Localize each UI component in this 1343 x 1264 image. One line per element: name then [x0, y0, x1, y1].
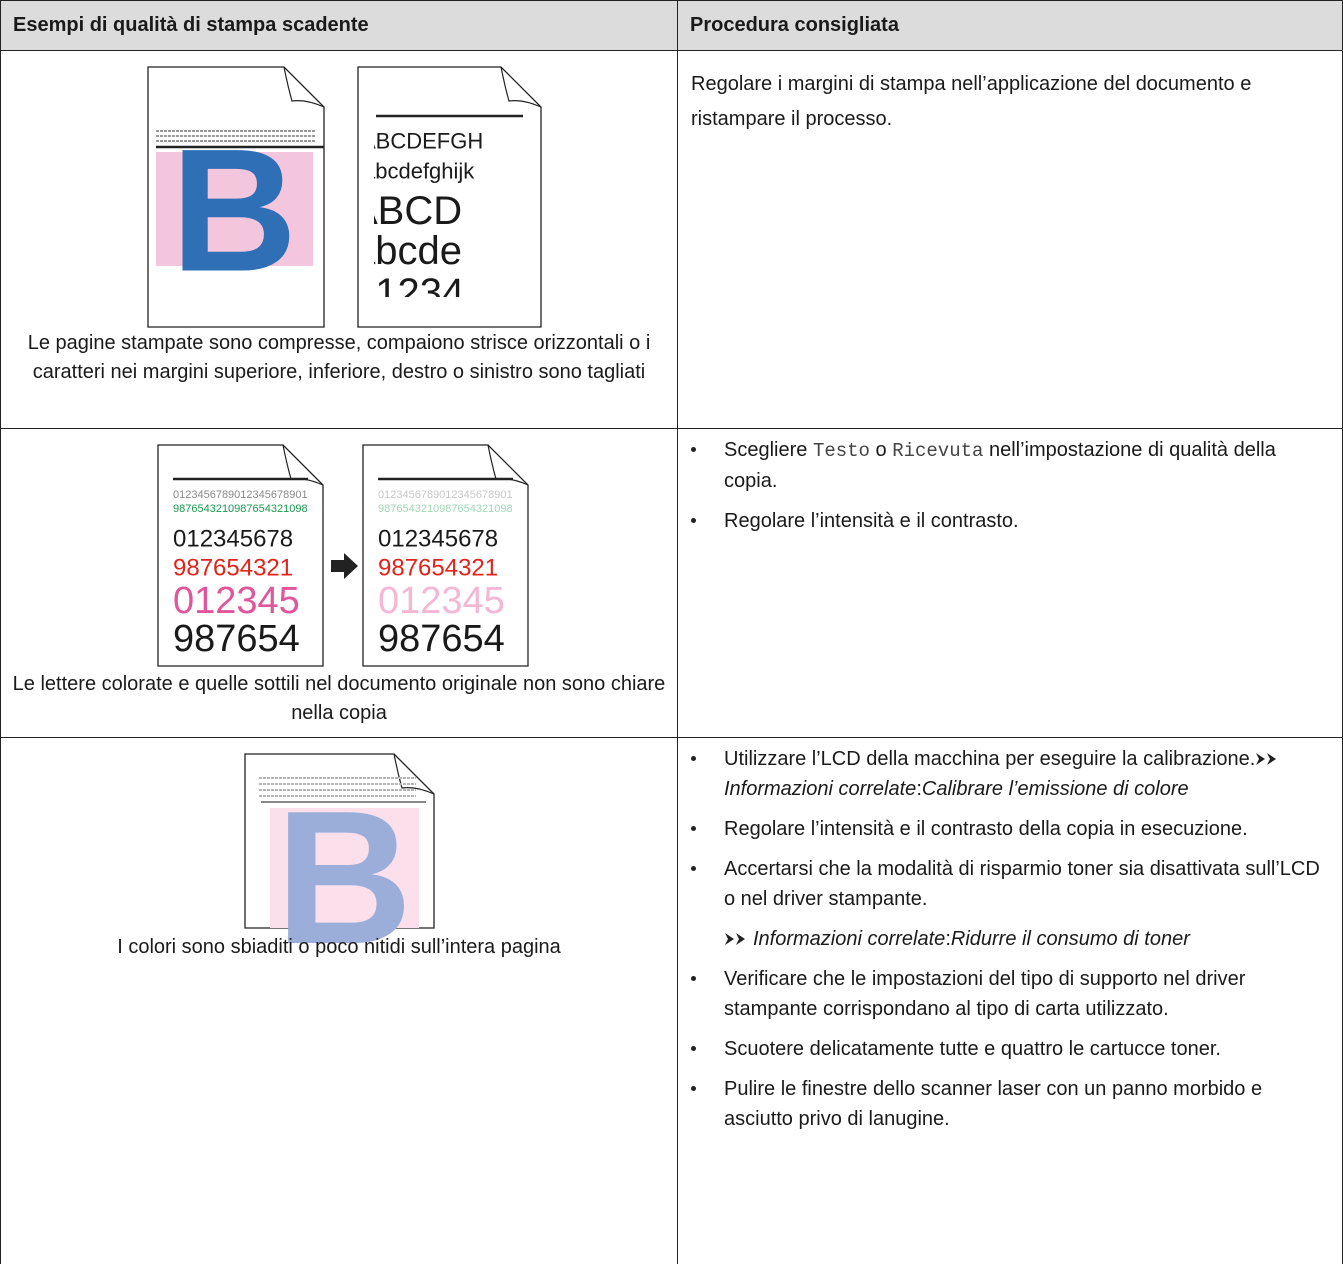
example-cell: B ABCDEFGH abcdefghijk ABCD abcde 01234 Le pag…	[1, 51, 678, 428]
procedure-step: Scegliere Testo o Ricevuta nell’impostaz…	[691, 435, 1322, 496]
related-arrows	[1256, 753, 1277, 765]
page-outline	[362, 444, 529, 667]
step-text: Regolare l’intensità e il contrasto dell…	[724, 818, 1248, 840]
caption: I colori sono sbiaditi o poco nitidi sul…	[117, 936, 561, 958]
related-link: Informazioni correlate:Calibrare l’emiss…	[724, 748, 1284, 800]
sample-text: 987654321	[378, 555, 498, 582]
header-text: Esempi di qualità di stampa scadente	[13, 14, 369, 36]
sample-text: 012345678	[173, 526, 293, 553]
sample-text: 012345	[378, 580, 505, 622]
page-fold	[500, 66, 542, 108]
sample-text: abcdefghijk	[363, 159, 475, 184]
step-text: Scegliere	[724, 439, 813, 461]
pink-block	[156, 152, 313, 266]
related-target: Ridurre il consumo di toner	[950, 928, 1190, 950]
sample-text: 9876543210987654321098	[378, 503, 513, 515]
sample-text: ABCDEFGH	[361, 129, 483, 154]
related-separator: :	[945, 928, 951, 950]
step-text: nell’impostazione di qualità della copia…	[724, 439, 1276, 492]
header-text: Procedura consigliata	[690, 14, 899, 36]
sample-text: 987654	[173, 618, 300, 660]
sample-text: 987654321	[173, 555, 293, 582]
table-row: B ABCDEFGH abcdefghijk ABCD abcde 01234 Le pag…	[1, 51, 1342, 429]
arrow-head	[1256, 753, 1266, 765]
procedure-list: Utilizzare l’LCD della macchina per eseg…	[678, 738, 1342, 1134]
step-text: o	[869, 439, 893, 461]
illustration: B	[244, 753, 435, 984]
procedure-step: Regolare l’intensità e il contrasto dell…	[691, 814, 1322, 844]
big-letter: B	[171, 114, 297, 309]
big-letter: B	[275, 772, 412, 984]
illustration: 0123456789012345678901 987654321098765432…	[157, 444, 529, 667]
page-fold	[283, 66, 325, 108]
arrow-head	[1267, 753, 1277, 765]
step-text: Pulire le finestre dello scanner laser c…	[724, 1078, 1263, 1130]
procedure-list: Scegliere Testo o Ricevuta nell’impostaz…	[678, 429, 1342, 536]
sample-text: 0123456789012345678901	[173, 489, 308, 501]
related-link: Informazioni correlate:Ridurre il consum…	[724, 924, 1322, 954]
procedure-cell: Regolare i margini di stampa nell’applic…	[678, 51, 1342, 428]
header-cell: Procedura consigliata	[678, 1, 1342, 50]
related-label: Informazioni correlate	[724, 778, 917, 800]
sample-text: ABCD	[351, 189, 462, 233]
step-text: Scuotere delicatamente tutte e quattro l…	[724, 1038, 1221, 1060]
step-text: Ricevuta	[892, 440, 984, 462]
procedure-text: Regolare i margini di stampa nell’applic…	[691, 73, 1252, 130]
related-label: Informazioni correlate	[753, 928, 946, 950]
page-outline	[157, 444, 324, 667]
bullet	[691, 518, 696, 523]
page-outline	[357, 66, 542, 328]
procedure-step: Verificare che le impostazioni del tipo …	[691, 964, 1322, 1024]
sample-text: 987654	[378, 618, 505, 660]
related-arrows	[725, 933, 745, 945]
bullet	[691, 1086, 696, 1091]
sample-text: 01234	[353, 271, 464, 315]
step-text: Regolare l’intensità e il contrasto.	[724, 510, 1019, 532]
table-row: 0123456789012345678901 987654321098765432…	[1, 429, 1342, 738]
bullet	[691, 1046, 696, 1051]
caption: Le pagine stampate sono compresse, compa…	[27, 332, 651, 383]
step-text: Testo	[812, 440, 870, 462]
arrow-head	[736, 933, 745, 945]
procedure-cell: Scegliere Testo o Ricevuta nell’impostaz…	[678, 429, 1342, 737]
page-fold	[393, 753, 435, 795]
sample-text: 012345678	[378, 526, 498, 553]
related-target: Calibrare l’emissione di colore	[921, 778, 1189, 800]
step-text: Accertarsi che la modalità di risparmio …	[724, 858, 1320, 910]
bullet	[691, 976, 696, 981]
caption: Le lettere colorate e quelle sottili nel…	[12, 673, 666, 724]
step-text: Verificare che le impostazioni del tipo …	[724, 968, 1246, 1020]
bullet	[691, 826, 696, 831]
procedure-step: Scuotere delicatamente tutte e quattro l…	[691, 1034, 1322, 1064]
example-cell: 0123456789012345678901 987654321098765432…	[1, 429, 678, 737]
step-text: Utilizzare l’LCD della macchina per eseg…	[724, 748, 1256, 770]
arrow	[331, 553, 358, 579]
sample-text: 012345	[173, 580, 300, 622]
arrow-head	[725, 933, 734, 945]
table-header: Esempi di qualità di stampa scadente Proc…	[1, 1, 1342, 51]
bullet	[691, 866, 696, 871]
procedure-step: Accertarsi che la modalità di risparmio …	[691, 854, 1322, 954]
sample-text: abcde	[353, 229, 462, 273]
related-separator: :	[916, 778, 922, 800]
bullet	[691, 447, 696, 452]
header-cell: Esempi di qualità di stampa scadente	[1, 1, 678, 50]
procedure-step: Utilizzare l’LCD della macchina per eseg…	[691, 744, 1322, 804]
sample-text: 9876543210987654321098	[173, 503, 308, 515]
sample-text: 0123456789012345678901	[378, 489, 513, 501]
pink-block	[270, 808, 419, 928]
procedure-step: Regolare l’intensità e il contrasto.	[691, 506, 1322, 536]
procedure-cell: Utilizzare l’LCD della macchina per eseg…	[678, 738, 1342, 1264]
bullet	[691, 756, 696, 761]
procedure-step: Pulire le finestre dello scanner laser c…	[691, 1074, 1322, 1134]
